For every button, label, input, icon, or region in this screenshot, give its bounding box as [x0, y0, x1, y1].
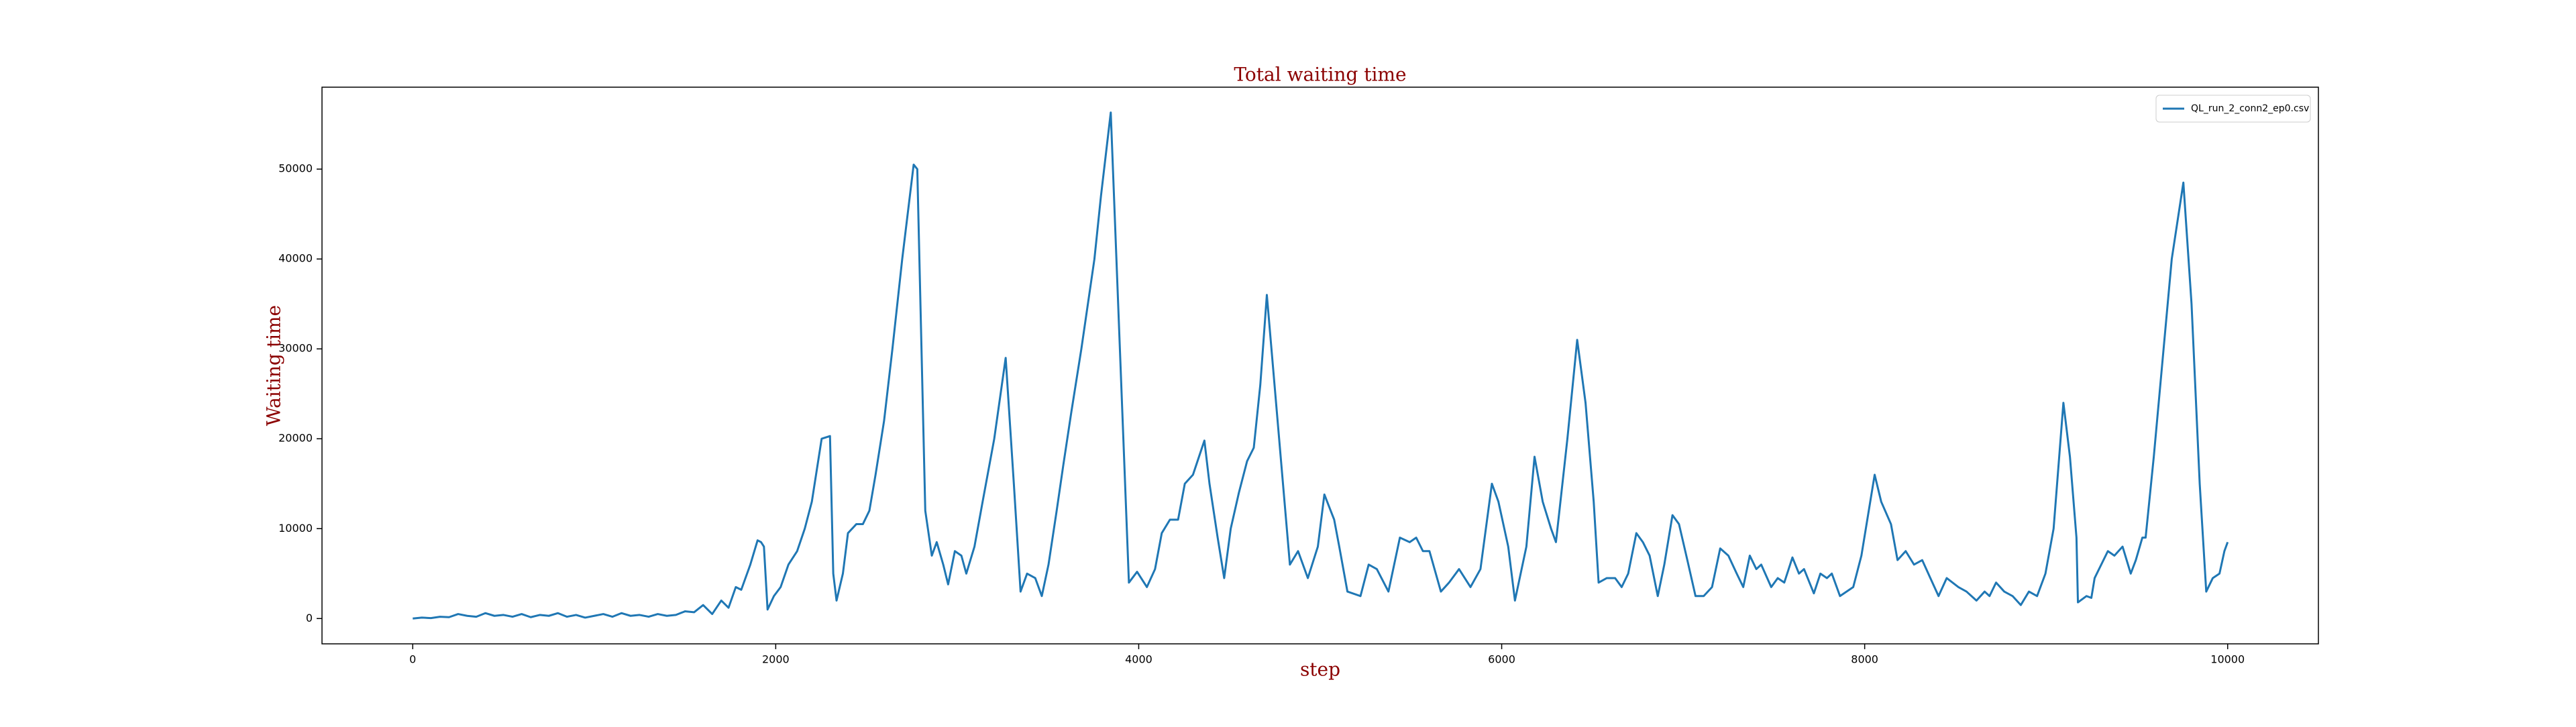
- y-tick-label: 10000: [278, 522, 313, 535]
- x-axis-label: step: [1300, 659, 1340, 681]
- legend-box: [2155, 95, 2311, 123]
- y-tick-label: 50000: [278, 162, 313, 175]
- x-tick-label: 0: [409, 653, 416, 666]
- x-tick-label: 8000: [1851, 653, 1878, 666]
- y-tick-label: 40000: [278, 252, 313, 265]
- x-tick-label: 6000: [1488, 653, 1515, 666]
- x-tick-label: 2000: [762, 653, 790, 666]
- y-tick-label: 0: [306, 612, 313, 624]
- plot-frame: [321, 87, 2319, 645]
- x-tick-label: 4000: [1125, 653, 1152, 666]
- legend-label: QL_run_2_conn2_ep0.csv: [2191, 103, 2309, 114]
- x-tick-label: 10000: [2210, 653, 2245, 666]
- y-tick-label: 20000: [278, 432, 313, 445]
- y-axis-label: Waiting time: [263, 305, 285, 426]
- y-tick-label: 30000: [278, 342, 313, 355]
- chart-title: Total waiting time: [1234, 64, 1406, 86]
- data-line: [413, 111, 2229, 620]
